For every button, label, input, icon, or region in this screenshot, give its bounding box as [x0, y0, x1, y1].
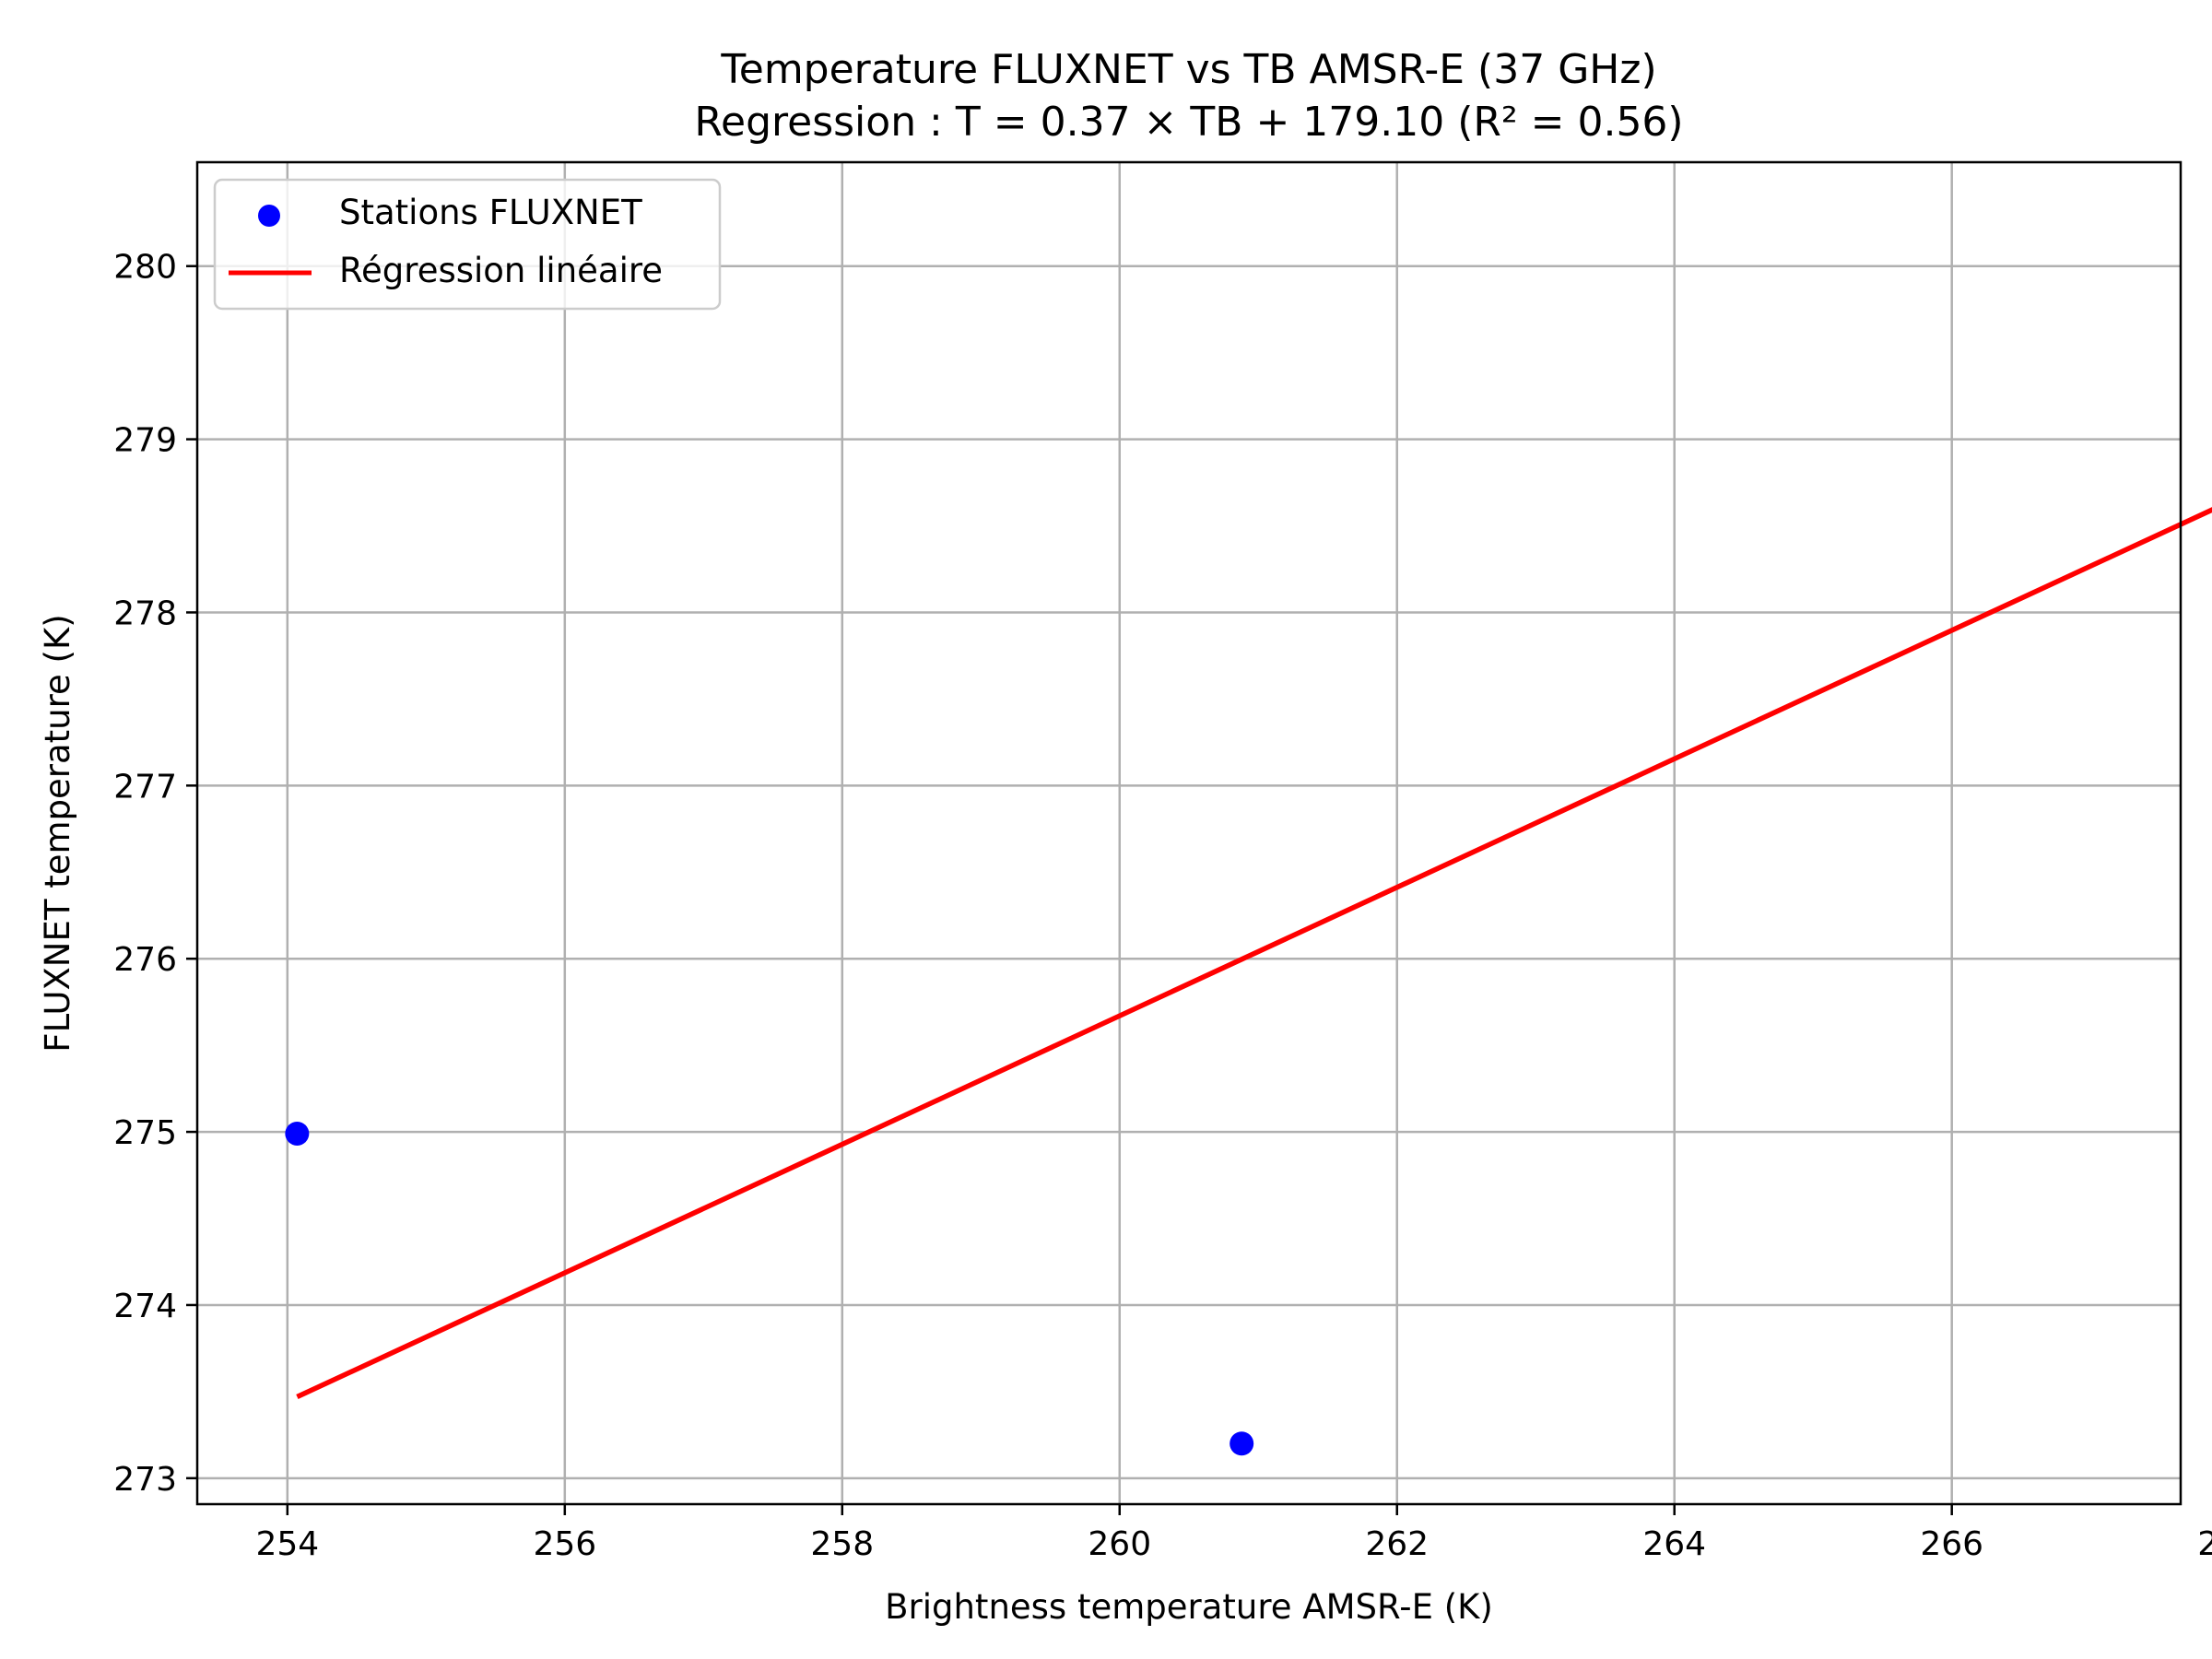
x-tick-label: 264	[1642, 1525, 1706, 1563]
legend: Stations FLUXNET Régression linéaire	[215, 180, 720, 309]
y-axis-label: FLUXNET temperature (K)	[38, 614, 77, 1052]
x-tick-label: 254	[255, 1525, 319, 1563]
y-tick-label: 280	[113, 249, 177, 287]
chart-title: Temperature FLUXNET vs TB AMSR-E (37 GHz…	[720, 46, 1656, 93]
y-tick-label: 275	[113, 1114, 177, 1152]
chart-subtitle: Regression : T = 0.37 × TB + 179.10 (R² …	[694, 99, 1683, 146]
y-tick-label: 273	[113, 1461, 177, 1499]
station-point	[1230, 1431, 1253, 1455]
y-tick-label: 277	[113, 768, 177, 806]
x-tick-label: 256	[533, 1525, 596, 1563]
legend-label-stations: Stations FLUXNET	[339, 193, 642, 232]
station-point	[285, 1122, 309, 1146]
x-tick-label: 266	[1920, 1525, 1983, 1563]
x-tick-label: 260	[1088, 1525, 1151, 1563]
legend-marker-stations	[258, 205, 280, 227]
y-tick-label: 274	[113, 1288, 177, 1325]
y-tick-label: 278	[113, 594, 177, 632]
legend-label-regression: Régression linéaire	[339, 251, 663, 290]
y-tick-label: 276	[113, 941, 177, 979]
x-axis-label: Brightness temperature AMSR-E (K)	[885, 1587, 1493, 1627]
x-tick-label: 262	[1365, 1525, 1429, 1563]
y-tick-label: 279	[113, 422, 177, 460]
x-tick-label: 268	[2197, 1525, 2212, 1563]
x-tick-label: 258	[810, 1525, 874, 1563]
